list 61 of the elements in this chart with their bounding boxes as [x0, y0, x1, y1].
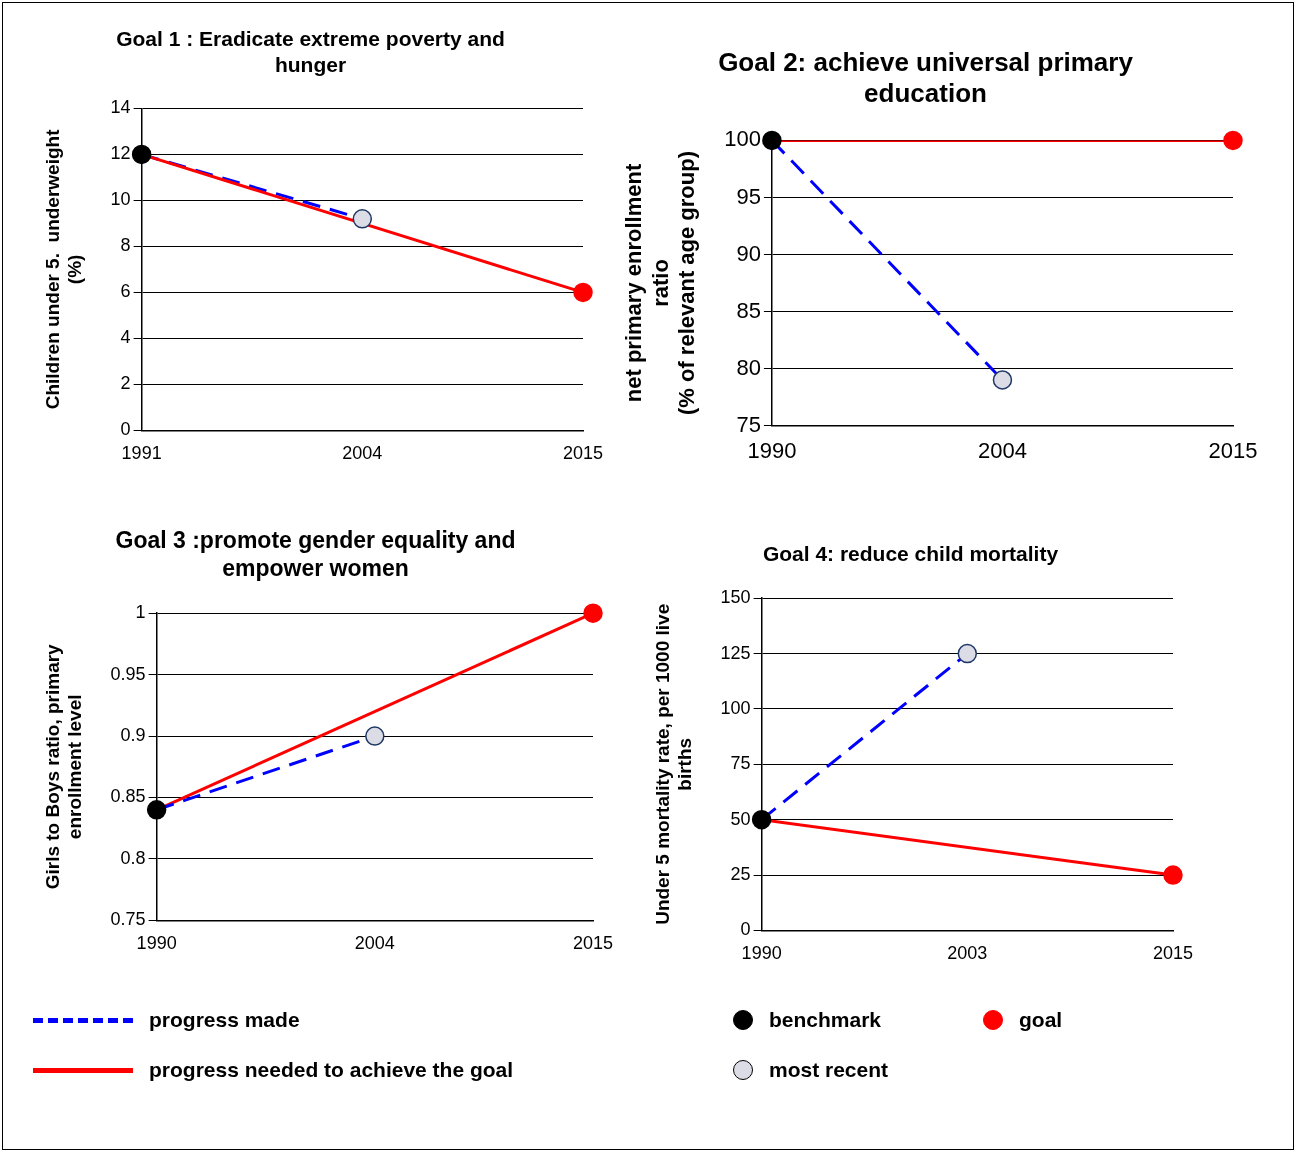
chart-title: Goal 1 : Eradicate extreme poverty and hunger [116, 27, 505, 76]
y-tick-label: 125 [720, 642, 751, 663]
x-tick-label: 2004 [354, 933, 395, 954]
y-tick-label: 12 [110, 143, 131, 164]
legend-label: progress needed to achieve the goal [149, 1058, 514, 1082]
y-tick-label: 85 [736, 297, 761, 323]
y-axis-title: net primary enrollment ratio (% of relevant age group) [621, 150, 700, 416]
y-tick-label: 1 [135, 602, 146, 623]
x-tick-label: 1990 [747, 437, 797, 463]
y-tick-label: 100 [724, 126, 761, 152]
x-tick-label: 2015 [1208, 437, 1258, 463]
y-tick-label: 4 [120, 327, 131, 348]
x-tick-label: 2003 [947, 943, 988, 964]
y-tick-label: 25 [730, 864, 751, 884]
point [131, 144, 152, 165]
y-tick-label: 14 [110, 97, 131, 118]
y-tick-label: 0.9 [120, 725, 146, 746]
y-tick-label: 10 [110, 189, 131, 210]
y-tick-label: 2 [120, 373, 131, 394]
legend-label: progress made [149, 1008, 300, 1032]
point [751, 809, 772, 830]
y-tick-label: 100 [720, 697, 751, 718]
chart-title: Goal 3 :promote gender equality and empower women [115, 527, 516, 581]
y-tick-label: 0 [120, 419, 131, 440]
y-tick-label: 0 [740, 919, 751, 940]
point [352, 209, 373, 229]
legend-label: benchmark [769, 1008, 882, 1032]
y-tick-label: 75 [730, 753, 751, 774]
x-tick-label: 2015 [562, 443, 604, 464]
y-tick-label: 75 [736, 411, 761, 437]
legend-label: most recent [769, 1058, 889, 1082]
point [573, 282, 593, 303]
y-tick-label: 95 [736, 183, 761, 209]
point [146, 800, 167, 820]
x-tick-label: 1990 [136, 933, 177, 954]
x-tick-label: 2004 [977, 437, 1027, 463]
y-tick-label: 50 [730, 808, 751, 829]
point [365, 726, 385, 746]
chart-title: Goal 4: reduce child mortality [762, 542, 1059, 566]
point [1163, 865, 1183, 885]
y-tick-label: 80 [736, 354, 761, 380]
y-tick-label: 8 [120, 235, 131, 256]
y-tick-label: 6 [120, 281, 131, 302]
y-tick-label: 150 [720, 587, 751, 608]
chart-title: Goal 2: achieve universal primary education [718, 46, 1134, 108]
point [957, 643, 978, 664]
y-tick-label: 90 [736, 240, 761, 266]
y-tick-label: 0.85 [110, 786, 146, 807]
y-axis-title: Under 5 mortality rate, per 1000 live births [651, 603, 696, 925]
legend-label: goal [1019, 1008, 1063, 1032]
x-tick-label: 2015 [572, 933, 614, 954]
y-axis-title: Girls to Boys ratio, primary enrollment level [41, 643, 86, 890]
x-tick-label: 1991 [121, 443, 162, 464]
x-tick-label: 1990 [741, 943, 782, 964]
y-tick-label: 0.8 [120, 847, 146, 868]
x-tick-label: 2004 [342, 443, 383, 464]
x-tick-label: 2015 [1152, 943, 1194, 964]
y-tick-label: 0.75 [110, 909, 146, 930]
point [583, 603, 603, 623]
y-tick-label: 0.95 [110, 663, 146, 684]
y-axis-title: Children under 5. underweight (%) [41, 128, 86, 410]
